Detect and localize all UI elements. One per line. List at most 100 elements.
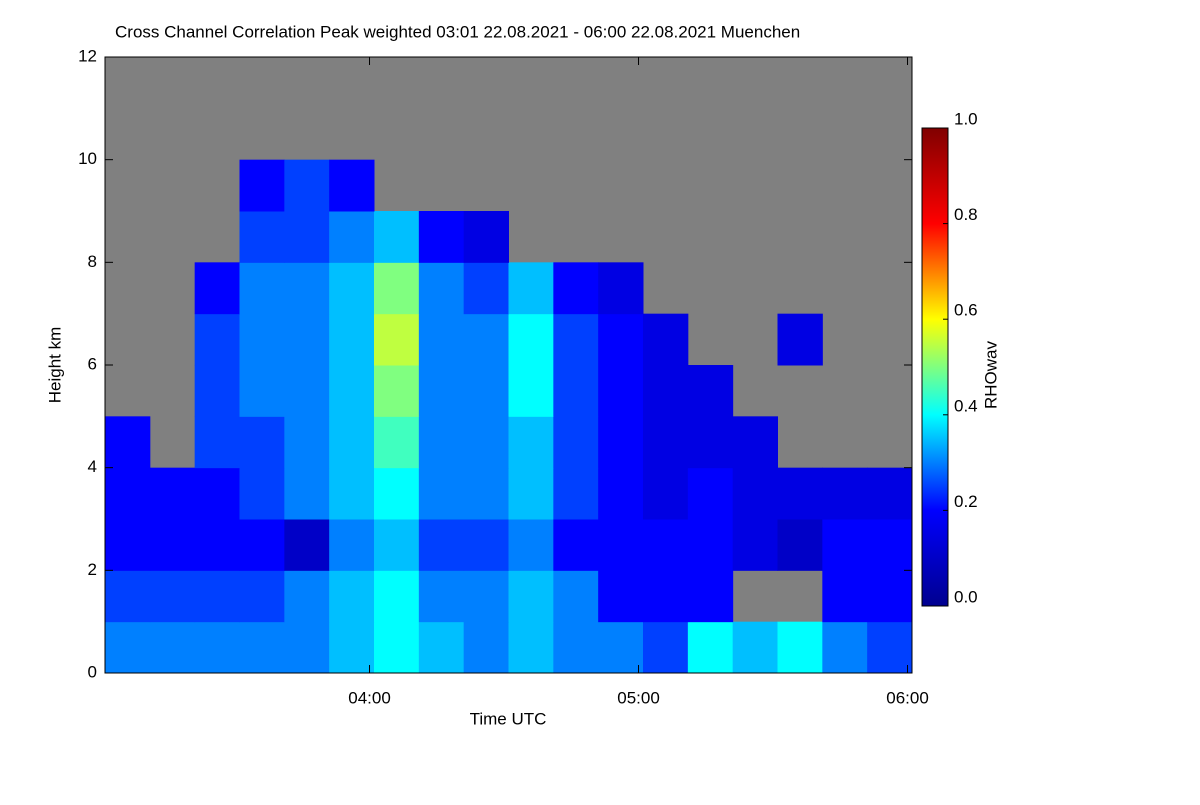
heatmap-cell bbox=[867, 467, 913, 520]
heatmap-cell bbox=[418, 467, 465, 520]
y-tick-label: 2 bbox=[88, 560, 97, 579]
heatmap-cell bbox=[418, 211, 465, 263]
heatmap-cell bbox=[194, 621, 240, 674]
y-tick-label: 0 bbox=[88, 662, 97, 681]
heatmap-cell bbox=[374, 211, 420, 263]
heatmap-cell bbox=[149, 519, 196, 571]
heatmap-cell bbox=[329, 262, 375, 315]
heatmap-cell bbox=[687, 621, 734, 674]
heatmap-cell bbox=[418, 262, 465, 315]
x-tick-label: 05:00 bbox=[617, 688, 660, 707]
heatmap-cell bbox=[239, 365, 285, 417]
heatmap-cell bbox=[822, 519, 868, 571]
heatmap-cell bbox=[239, 262, 285, 315]
heatmap-cell bbox=[284, 519, 330, 571]
colorbar-tick-label: 0.0 bbox=[954, 587, 978, 606]
heatmap-cell bbox=[239, 467, 285, 520]
heatmap-cell bbox=[105, 416, 151, 469]
heatmap-cell bbox=[867, 519, 913, 571]
heatmap-cell bbox=[598, 570, 644, 623]
heatmap-cell bbox=[329, 621, 375, 674]
heatmap-cell bbox=[374, 467, 420, 520]
heatmap-cell bbox=[194, 467, 240, 520]
heatmap-cell bbox=[508, 621, 554, 674]
heatmap-cell bbox=[239, 570, 285, 623]
heatmap-cell bbox=[463, 570, 509, 623]
heatmap-cell bbox=[598, 416, 644, 469]
heatmap-cell bbox=[194, 519, 240, 571]
heatmap-cell bbox=[418, 313, 465, 366]
colorbar-tick-label: 0.6 bbox=[954, 301, 978, 320]
heatmap-cell bbox=[732, 621, 778, 674]
y-tick-label: 10 bbox=[78, 149, 97, 168]
heatmap-cell bbox=[777, 467, 823, 520]
colorbar-tick-label: 0.8 bbox=[954, 205, 978, 224]
heatmap-cell bbox=[732, 519, 778, 571]
heatmap-cell bbox=[418, 621, 465, 674]
heatmap-cell bbox=[732, 416, 778, 469]
x-tick-label: 06:00 bbox=[886, 688, 929, 707]
heatmap-cell bbox=[643, 621, 689, 674]
heatmap-cell bbox=[553, 313, 599, 366]
heatmap-cell bbox=[732, 467, 778, 520]
colorbar bbox=[921, 127, 949, 607]
heatmap-cell bbox=[643, 416, 689, 469]
y-tick-label: 12 bbox=[78, 46, 97, 65]
heatmap-cell bbox=[598, 365, 644, 417]
colorbar-tick-label: 0.2 bbox=[954, 492, 978, 511]
heatmap-cell bbox=[329, 211, 375, 263]
heatmap-cell bbox=[687, 467, 734, 520]
heatmap-cell bbox=[329, 416, 375, 469]
heatmap-cell bbox=[687, 570, 734, 623]
heatmap-cell bbox=[687, 365, 734, 417]
heatmap-cell bbox=[149, 570, 196, 623]
heatmap-cell bbox=[643, 570, 689, 623]
heatmap-cell bbox=[508, 416, 554, 469]
x-tick-label: 04:00 bbox=[348, 688, 391, 707]
heatmap-cell bbox=[194, 365, 240, 417]
heatmap-cell bbox=[284, 365, 330, 417]
heatmap-cell bbox=[194, 313, 240, 366]
heatmap-cell bbox=[553, 467, 599, 520]
heatmap-cell bbox=[149, 621, 196, 674]
heatmap-cell bbox=[463, 519, 509, 571]
heatmap-cell bbox=[463, 467, 509, 520]
heatmap-cell bbox=[777, 621, 823, 674]
heatmap-cell bbox=[374, 519, 420, 571]
heatmap-cell bbox=[553, 621, 599, 674]
heatmap-cell bbox=[105, 621, 151, 674]
heatmap-cell bbox=[329, 519, 375, 571]
heatmap-cell bbox=[777, 519, 823, 571]
heatmap-cell bbox=[105, 570, 151, 623]
heatmap-cell bbox=[643, 467, 689, 520]
heatmap-cell bbox=[239, 416, 285, 469]
heatmap-cell bbox=[239, 159, 285, 212]
y-axis-label: Height km bbox=[45, 327, 64, 404]
heatmap-cell bbox=[822, 467, 868, 520]
heatmap-cell bbox=[643, 519, 689, 571]
colorbar-tick-label: 0.4 bbox=[954, 396, 978, 415]
colorbar-label: RHOwav bbox=[981, 340, 1000, 409]
heatmap-cell bbox=[149, 467, 196, 520]
heatmap-cell bbox=[418, 570, 465, 623]
heatmap-cell bbox=[284, 621, 330, 674]
y-tick-label: 6 bbox=[88, 354, 97, 373]
heatmap-cell bbox=[374, 570, 420, 623]
heatmap-cell bbox=[553, 365, 599, 417]
chart-title: Cross Channel Correlation Peak weighted … bbox=[115, 22, 800, 41]
heatmap-cell bbox=[374, 365, 420, 417]
heatmap-cell bbox=[822, 621, 868, 674]
heatmap-cell bbox=[374, 262, 420, 315]
heatmap-cell bbox=[553, 262, 599, 315]
heatmap-cell bbox=[598, 262, 644, 315]
heatmap-cell bbox=[284, 262, 330, 315]
heatmap-cell bbox=[418, 519, 465, 571]
heatmap-cell bbox=[463, 416, 509, 469]
x-axis-label: Time UTC bbox=[470, 709, 547, 728]
heatmap-cell bbox=[553, 570, 599, 623]
heatmap-cell bbox=[553, 416, 599, 469]
heatmap-cell bbox=[194, 262, 240, 315]
heatmap-cell bbox=[105, 519, 151, 571]
heatmap-cell bbox=[374, 416, 420, 469]
